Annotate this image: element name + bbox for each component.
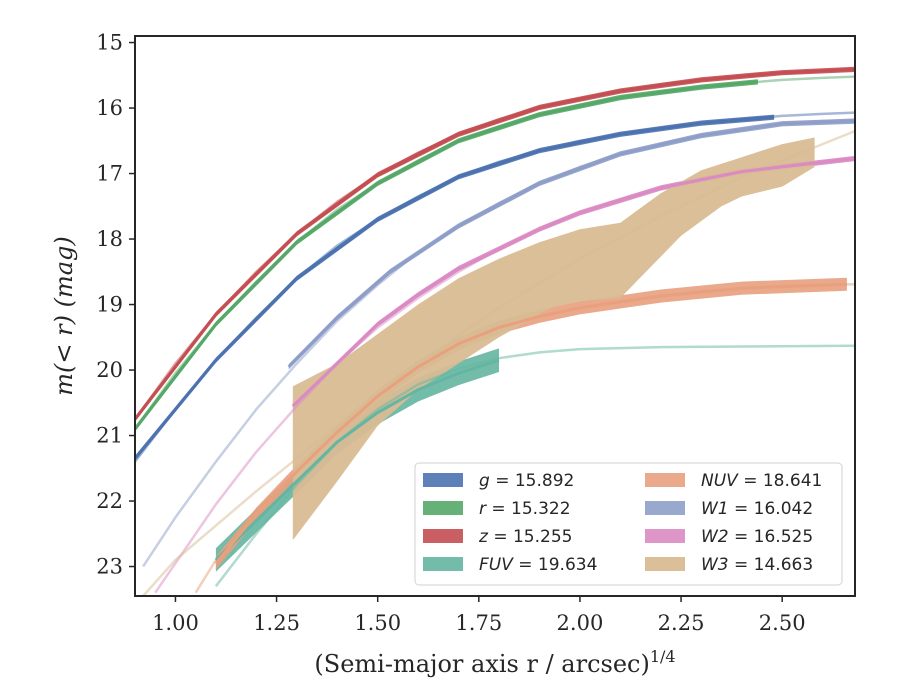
x-tick-label: 2.25 <box>658 611 705 635</box>
legend-label-z: z = 15.255 <box>478 527 572 547</box>
band-r <box>135 79 758 432</box>
x-tick-label: 2.00 <box>557 611 604 635</box>
y-tick-label: 17 <box>96 162 123 186</box>
y-tick-label: 21 <box>96 424 123 448</box>
legend-label-fuv: FUV = 19.634 <box>479 555 597 575</box>
legend-swatch-w3 <box>645 557 685 571</box>
y-axis-label-text: m(< r) (mag) <box>50 236 78 395</box>
y-tick-label: 18 <box>96 227 123 251</box>
plot-frame <box>134 35 856 597</box>
legend-swatch-fuv <box>423 557 463 571</box>
x-tick-label: 1.25 <box>253 611 300 635</box>
legend-label-g: g = 15.892 <box>479 471 574 491</box>
data-line-nuv <box>214 282 847 565</box>
y-tick-label: 20 <box>96 358 123 382</box>
data-line-g <box>135 115 775 460</box>
data-line-z <box>135 67 855 421</box>
legend-swatch-w2 <box>645 529 685 543</box>
x-tick-label: 1.00 <box>152 611 199 635</box>
x-tick-label: 1.75 <box>455 611 502 635</box>
x-axis-ticks: 1.00 1.25 1.50 1.75 2.00 2.25 2.50 <box>152 596 806 635</box>
model-line-w3 <box>142 129 855 596</box>
legend-swatch-w1 <box>645 501 685 515</box>
y-axis-label: m(< r) (mag) <box>50 236 78 395</box>
series-data-lines <box>135 67 855 565</box>
y-tick-label: 16 <box>96 96 123 120</box>
legend-swatch-nuv <box>645 473 685 487</box>
data-line-w1 <box>287 119 855 368</box>
legend-swatch-g <box>423 473 463 487</box>
data-line-w2 <box>291 157 855 408</box>
legend-label-nuv: NUV = 18.641 <box>701 471 822 491</box>
y-tick-label: 22 <box>96 489 123 513</box>
y-axis-ticks: 15 16 17 18 19 20 21 22 23 <box>96 31 135 579</box>
legend: g = 15.892 r = 15.322 z = 15.255 FUV = 19.6… <box>414 462 843 586</box>
y-tick-label: 23 <box>96 555 123 579</box>
legend-label-w1: W1 = 16.042 <box>701 499 813 519</box>
legend-label-w2: W2 = 16.525 <box>701 527 813 547</box>
legend-box <box>414 462 843 586</box>
data-line-r <box>135 80 759 430</box>
data-line-fuv <box>214 358 500 562</box>
band-w3 <box>292 137 815 541</box>
y-tick-label: 15 <box>96 31 123 55</box>
y-tick-label: 19 <box>96 293 123 317</box>
legend-swatch-z <box>423 529 463 543</box>
legend-swatch-r <box>423 501 463 515</box>
x-axis-label-exponent: 1/4 <box>650 647 676 666</box>
legend-label-w3: W3 = 14.663 <box>701 555 813 575</box>
legend-label-r: r = 15.322 <box>479 499 571 519</box>
x-tick-label: 1.50 <box>354 611 401 635</box>
x-axis-label: (Semi-major axis r / arcsec)1/4 <box>314 647 675 678</box>
model-line-fuv <box>214 344 855 587</box>
x-tick-label: 2.50 <box>759 611 806 635</box>
x-axis-label-main: (Semi-major axis r / arcsec) <box>314 650 649 678</box>
